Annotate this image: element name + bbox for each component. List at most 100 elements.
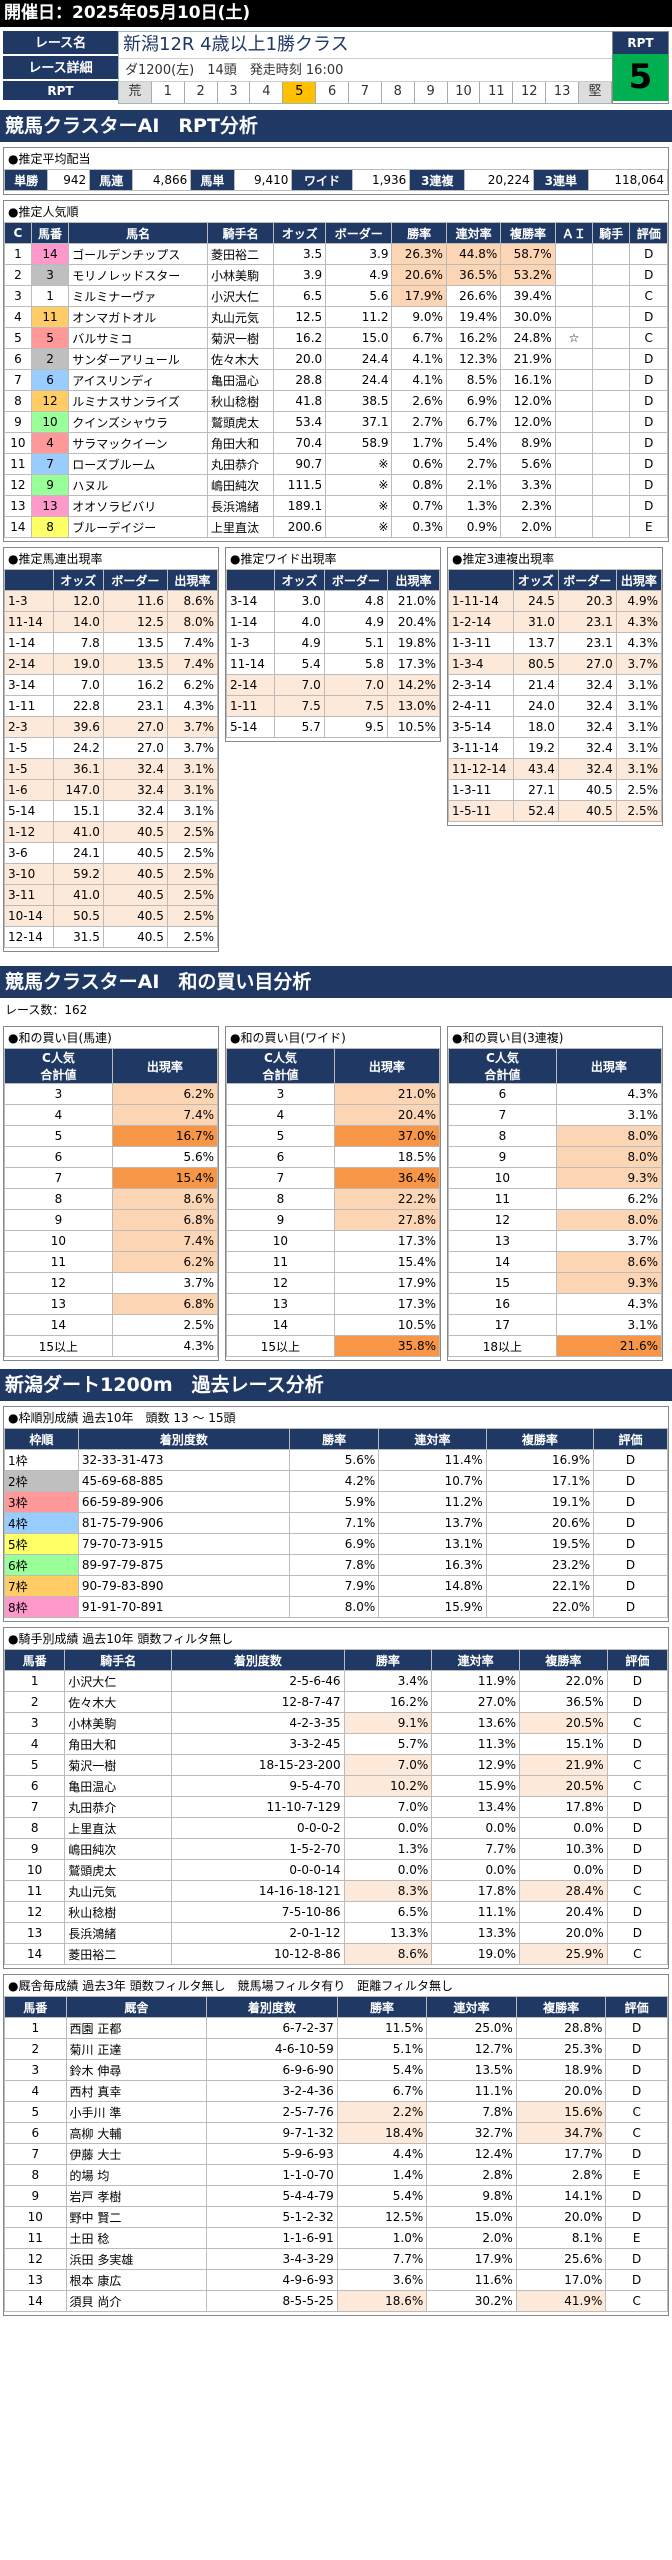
- table-cell: 6: [226, 1146, 335, 1168]
- table-cell: 3-6: [4, 842, 54, 864]
- table-cell: 7.4%: [166, 632, 219, 654]
- table-cell: 2.2%: [336, 2101, 428, 2123]
- table-cell: 4: [4, 306, 32, 328]
- table-cell: 菊沢一樹: [206, 327, 275, 349]
- table-cell: 52.4: [512, 800, 559, 822]
- table-cell: 12.3%: [445, 348, 502, 370]
- table-cell: [592, 306, 631, 328]
- table-cell: 28.4%: [518, 1880, 608, 1902]
- table-row: 12 浜田 多実雄 3-4-3-29 7.7% 17.9% 25.6% D: [4, 2248, 668, 2270]
- table-cell: 1.4%: [336, 2164, 428, 2186]
- table-cell: [554, 264, 594, 286]
- table-cell: サンダーアリュール: [68, 348, 208, 370]
- table-cell: 20.4%: [333, 1104, 441, 1126]
- table-row: 14 菱田裕二 10-12-8-86 8.6% 19.0% 25.9% C: [3, 1943, 669, 1965]
- table-cell: 12.4%: [426, 2143, 517, 2165]
- table-cell: 10-12-8-86: [171, 1943, 345, 1965]
- table-cell: 0.3%: [391, 516, 447, 538]
- column-header: 厩舎: [65, 1996, 208, 2018]
- table-row: 13 3.7%: [448, 1230, 663, 1252]
- table-cell: [592, 243, 631, 265]
- table-cell: 1-14: [225, 611, 276, 633]
- table-cell: 11: [4, 453, 32, 475]
- table-cell: 32.4: [102, 800, 168, 822]
- table-cell: 19.2: [512, 737, 559, 759]
- table-row: 4 角田大和 3-3-2-45 5.7% 11.3% 15.1% D: [3, 1733, 669, 1755]
- payout-title: ●推定平均配当: [8, 152, 91, 166]
- table-cell: 40.5: [557, 779, 617, 801]
- payout-value: 942: [47, 169, 91, 191]
- table-cell: 17: [448, 1314, 557, 1336]
- table-cell: 5.6: [325, 285, 393, 307]
- table-cell: 5-14: [4, 800, 54, 822]
- table-cell: 嶋田純次: [64, 1838, 173, 1860]
- table-cell: 15.4%: [333, 1251, 441, 1273]
- table-cell: 10.5%: [387, 716, 440, 738]
- table-cell: 13.5: [102, 653, 168, 675]
- table-cell: [554, 516, 594, 538]
- column-header: 連対率: [426, 1996, 517, 2018]
- table-row: 11 15.4%: [226, 1251, 441, 1273]
- table-cell: 20.0: [273, 348, 327, 370]
- waku-table: 枠順 着別度数 勝率 連対率 複勝率 評価 1枠 32-33-31-473 5.6% 11.4% 1…: [4, 1428, 668, 1618]
- table-cell: 6-9-6-90: [206, 2059, 338, 2081]
- table-cell: 3.1%: [166, 800, 219, 822]
- table-cell: 2.0%: [426, 2227, 517, 2249]
- table-cell: 40.5: [102, 884, 168, 906]
- table-cell: 3.1%: [166, 758, 219, 780]
- header-line: C人気: [486, 1051, 519, 1065]
- race-header: レース名 レース詳細 RPT 新潟12R 4歳以上1勝クラス ダ1200(左) …: [3, 31, 669, 104]
- table-cell: 2.1%: [445, 474, 502, 496]
- table-cell: 5.7%: [343, 1733, 433, 1755]
- table-cell: 6.7%: [391, 327, 447, 349]
- table-cell: 11.2%: [378, 1491, 487, 1513]
- table-cell: [554, 285, 594, 307]
- table-cell: 3.1%: [615, 674, 663, 696]
- table-cell: D: [605, 2185, 668, 2207]
- column-header: C人気 合計値: [226, 1048, 335, 1084]
- table-row: 1-3-4 80.5 27.0 3.7%: [448, 653, 663, 675]
- table-cell: 36.4%: [333, 1167, 441, 1189]
- table-cell: 32-33-31-473: [77, 1449, 291, 1471]
- wa-wide-table: C人気 合計値 出現率 3 21.0% 4 20.4% 5 37.0% 6 18.5% 7 36.4% 8…: [226, 1048, 441, 1357]
- table-cell: 5.7: [274, 716, 325, 738]
- table-row: 2枠 45-69-68-885 4.2% 10.7% 17.1% D: [4, 1470, 668, 1492]
- table-cell: 鈴木 伸尋: [65, 2059, 208, 2081]
- table-row: 1-3 4.9 5.1 19.8%: [225, 632, 440, 654]
- table-cell: 15.9%: [431, 1775, 520, 1797]
- table-cell: 45-69-68-885: [77, 1470, 291, 1492]
- table-cell: D: [593, 1554, 668, 1576]
- table-cell: 6.2%: [111, 1251, 219, 1273]
- table-cell: [592, 516, 631, 538]
- table-row: 9 10 クインズシャウラ 鷲頭虎太 53.4 37.1 2.7% 6.7% 12.0% D: [4, 411, 668, 433]
- table-cell: D: [629, 453, 668, 475]
- table-cell: 11-10-7-129: [171, 1796, 345, 1818]
- header-row: 馬番 厩舎 着別度数 勝率 連対率 複勝率 評価: [4, 1996, 668, 2018]
- table-cell: D: [605, 2143, 668, 2165]
- table-cell: 9: [4, 411, 32, 433]
- table-cell: 2: [4, 264, 32, 286]
- table-cell: 21.4: [512, 674, 559, 696]
- table-row: 10 4 サラマックイーン 角田大和 70.4 58.9 1.7% 5.4% 8.9% D: [4, 432, 668, 454]
- table-cell: 9.0%: [391, 306, 447, 328]
- table-cell: 2: [3, 1691, 66, 1713]
- race-detail: ダ1200(左) 14頭 発走時刻 16:00: [119, 59, 612, 82]
- table-cell: 7.0: [52, 674, 104, 696]
- table-cell: 0.0%: [343, 1859, 433, 1881]
- table-cell: 37.1: [325, 411, 393, 433]
- table-cell: 5.1: [323, 632, 389, 654]
- wa-umaren-title: ●和の買い目(馬連): [8, 1031, 112, 1045]
- table-row: 13 長浜鴻緒 2-0-1-12 13.3% 13.3% 20.0% D: [3, 1922, 669, 1944]
- table-row: 7枠 90-79-83-890 7.9% 14.8% 22.1% D: [4, 1575, 668, 1597]
- table-cell: 小林美駒: [64, 1712, 173, 1734]
- table-cell: 1: [4, 2017, 67, 2039]
- table-cell: 4.3%: [615, 632, 663, 654]
- table-cell: 須貝 尚介: [65, 2290, 208, 2312]
- table-row: 6 5.6%: [4, 1146, 219, 1168]
- table-cell: 17.3%: [333, 1230, 441, 1252]
- table-cell: 7.8%: [426, 2101, 517, 2123]
- header-row: C人気 合計値 出現率: [226, 1048, 441, 1084]
- table-cell: [592, 390, 631, 412]
- table-row: 4 西村 真幸 3-2-4-36 6.7% 11.1% 20.0% D: [4, 2080, 668, 2102]
- table-cell: 亀田温心: [206, 369, 275, 391]
